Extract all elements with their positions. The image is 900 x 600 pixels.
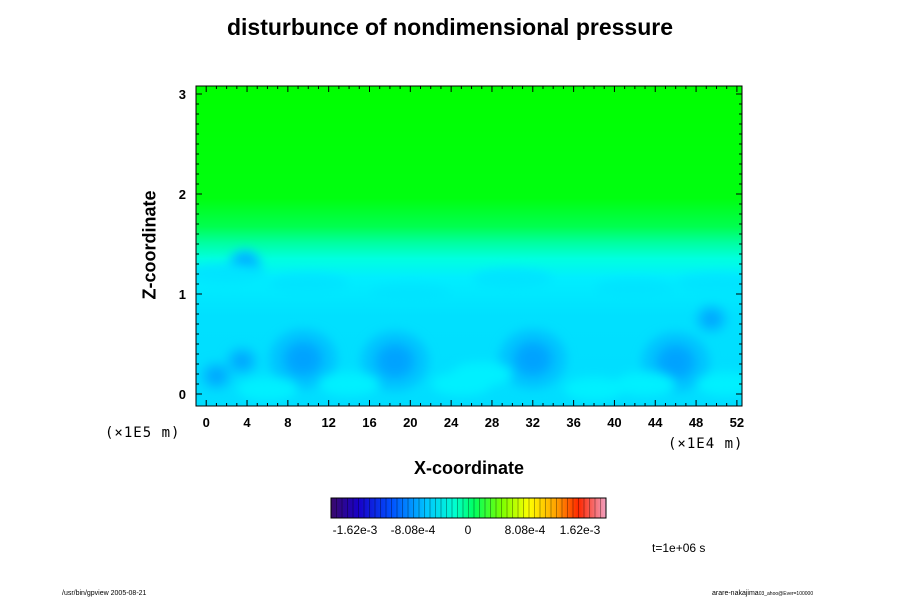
footer-left: /usr/bin/gpview 2005-08-21 [62,590,147,597]
y-tick-label: 1 [179,287,186,302]
x-tick-label: 32 [526,415,540,430]
x-tick-label: 16 [362,415,376,430]
y-scale-note: (×1E5 m) [105,425,181,441]
pressure-minimum-core [523,351,542,367]
x-tick-label: 12 [321,415,335,430]
pressure-minimum [207,368,226,384]
y-tick-label: 3 [179,87,186,102]
y-tick-label: 0 [179,387,186,402]
x-tick-label: 40 [607,415,621,430]
pressure-minimum-core [294,351,313,367]
colorbar-divisions [336,498,601,518]
x-tick-label: 20 [403,415,417,430]
pressure-maximum-patch [237,377,298,401]
pressure-minimum-core [666,354,685,370]
x-tick-label: 8 [284,415,291,430]
pressure-band [370,284,451,304]
x-tick-label: 0 [203,415,210,430]
x-tick-label: 44 [648,415,663,430]
footer-right-small: 03_ahoo@Ever=100000 [758,591,814,597]
pressure-band [676,274,742,294]
x-tick-label: 48 [689,415,703,430]
footer-right-main: arare-nakajima [712,590,759,597]
x-tick-label: 24 [444,415,459,430]
colorbar [330,497,607,519]
x-tick-label: 28 [485,415,499,430]
pressure-band [196,264,267,284]
pressure-maximum-patch [564,377,625,401]
colorbar-tick-label: 0 [464,523,472,537]
colorbar-tick-label: 1.62e-3 [559,523,601,537]
time-label: t=1e+06 s [652,541,706,555]
chart-title: disturbunce of nondimensional pressure [226,14,673,40]
colorbar-tick-label: 8.08e-4 [504,523,546,537]
pressure-minimum [702,311,721,327]
y-axis-label: Z-coordinate [139,190,160,300]
x-tick-label: 52 [730,415,744,430]
plot-frame [195,85,743,407]
colorbar-tick-label: -8.08e-4 [390,523,436,537]
pressure-maximum-patch [696,372,742,396]
pressure-band [268,274,349,294]
pressure-field [196,86,742,406]
x-tick-label: 36 [566,415,580,430]
axis-ticks [195,86,742,406]
colorbar-tick-label: -1.62e-3 [332,523,378,537]
x-scale-note: (×1E4 m) [668,436,744,452]
pressure-maximum-patch [615,372,676,396]
pressure-maximum-patch [451,362,512,386]
pressure-minimum-core [386,353,405,369]
x-axis-label: X-coordinate [413,458,524,478]
x-tick-label: 4 [243,415,251,430]
pressure-band [594,279,675,299]
pressure-band [472,269,553,289]
y-tick-label: 2 [179,187,186,202]
footer-right: arare-nakajima03_ahoo@Ever=100000 [712,590,813,597]
pressure-maximum-patch [319,372,380,396]
pressure-minimum [232,353,251,369]
